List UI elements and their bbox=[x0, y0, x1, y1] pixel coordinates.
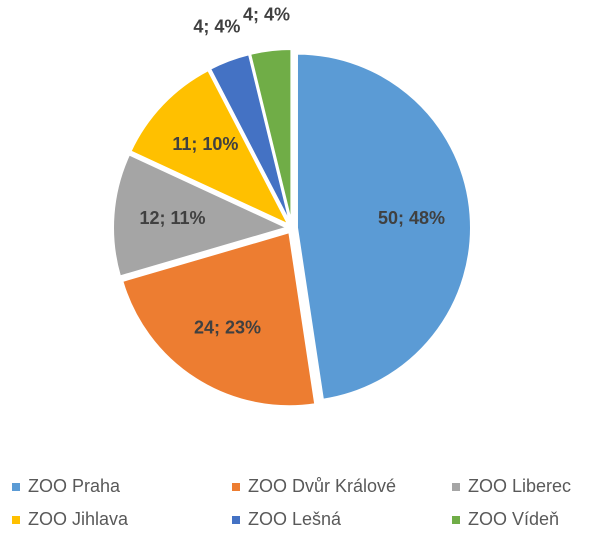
pie-slice bbox=[248, 48, 293, 224]
legend-swatch bbox=[12, 483, 20, 491]
pie-slice bbox=[129, 68, 291, 227]
legend-swatch bbox=[232, 516, 240, 524]
pie-slice bbox=[121, 230, 317, 408]
pie-slice bbox=[112, 153, 290, 278]
data-label: 50; 48% bbox=[378, 208, 445, 228]
legend-swatch bbox=[452, 516, 460, 524]
legend-label: ZOO Liberec bbox=[468, 476, 571, 496]
data-label: 12; 11% bbox=[139, 208, 205, 228]
data-label: 24; 23% bbox=[194, 318, 261, 338]
pie-slice bbox=[295, 52, 472, 401]
legend-label: ZOO Dvůr Králové bbox=[248, 476, 396, 496]
pie-slice bbox=[208, 53, 292, 224]
legend-label: ZOO Lešná bbox=[248, 509, 342, 529]
legend-label: ZOO Vídeň bbox=[468, 509, 559, 529]
legend-swatch bbox=[452, 483, 460, 491]
legend-label: ZOO Praha bbox=[28, 476, 121, 496]
legend-swatch bbox=[12, 516, 20, 524]
data-label: 4; 4% bbox=[193, 17, 240, 37]
data-label: 11; 10% bbox=[172, 134, 238, 154]
data-label: 4; 4% bbox=[243, 4, 290, 24]
legend-swatch bbox=[232, 483, 240, 491]
legend-label: ZOO Jihlava bbox=[28, 509, 129, 529]
